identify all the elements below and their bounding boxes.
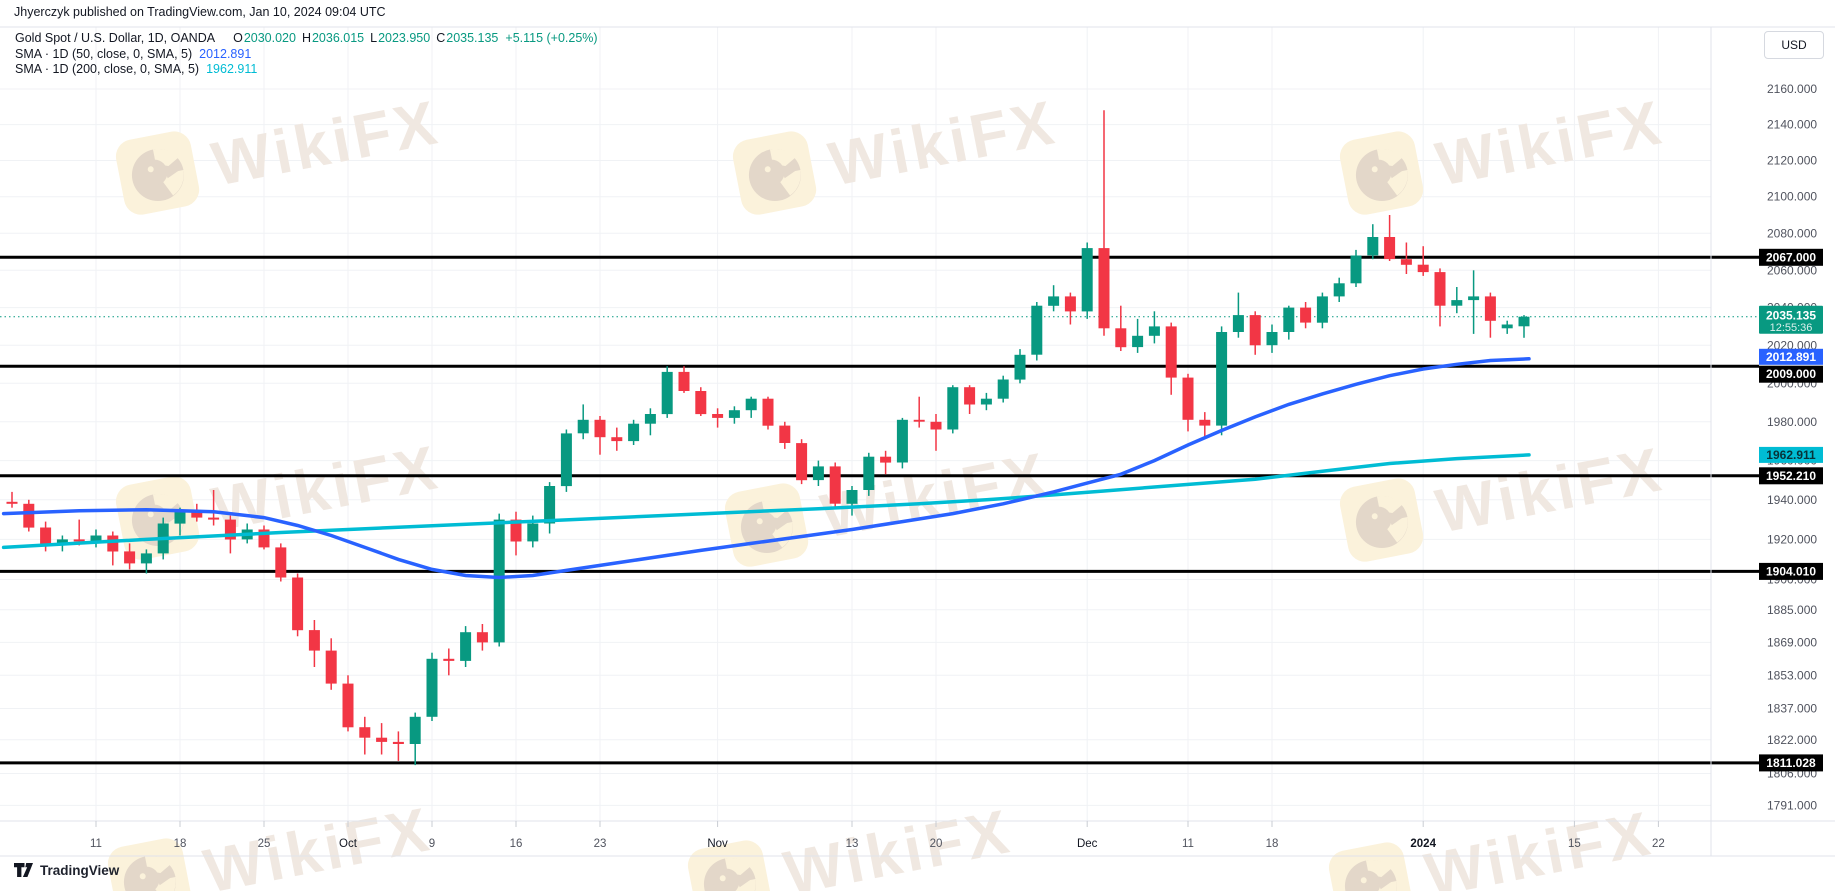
svg-text:2120.000: 2120.000 — [1767, 154, 1817, 168]
axis-badges: 2067.000 2009.000 1952.210 1904.010 1811.028… — [1759, 248, 1823, 772]
svg-text:1791.000: 1791.000 — [1767, 798, 1817, 812]
tradingview-logo[interactable]: TradingView — [14, 862, 119, 878]
svg-text:1920.000: 1920.000 — [1767, 532, 1817, 546]
svg-text:22: 22 — [1652, 838, 1665, 850]
svg-text:Dec: Dec — [1077, 838, 1098, 850]
svg-text:2080.000: 2080.000 — [1767, 226, 1817, 240]
svg-text:1904.010: 1904.010 — [1766, 564, 1816, 578]
symbol-title[interactable]: Gold Spot / U.S. Dollar, 1D, OANDA — [15, 31, 216, 45]
svg-text:WikiFX: WikiFX — [199, 795, 438, 891]
svg-text:1869.000: 1869.000 — [1767, 635, 1817, 649]
svg-text:2035.135: 2035.135 — [1766, 309, 1816, 323]
level-price-badge — [1759, 754, 1823, 772]
chart-borders — [0, 26, 1835, 857]
level-price-badge — [1759, 365, 1823, 383]
svg-text:WikiFX: WikiFX — [1431, 435, 1670, 547]
level-price-badge — [1759, 248, 1823, 266]
date-axis[interactable]: 11 18 25 Oct 9 16 23 Nov 13 20 Dec 11 18 2024 15 22 — [90, 821, 1665, 850]
tradingview-wordmark: TradingView — [40, 862, 120, 878]
open-label: O — [233, 31, 243, 45]
sma200-line[interactable] — [1, 453, 1531, 550]
currency-toggle-button[interactable]: USD — [1764, 31, 1824, 59]
svg-text:2067.000: 2067.000 — [1766, 250, 1816, 264]
svg-text:11: 11 — [90, 838, 102, 850]
svg-text:Nov: Nov — [707, 838, 728, 850]
low-label: L — [370, 31, 378, 45]
currency-label: USD — [1781, 38, 1807, 52]
level-price-badge — [1759, 467, 1823, 485]
svg-text:18: 18 — [174, 838, 187, 850]
watermark-layer: WikiFX WikiFX WikiFX WikiFX WikiFX WikiFX Wiki… — [107, 88, 1670, 891]
high-value: 2036.015 — [311, 31, 365, 45]
last-price-badge — [1759, 305, 1823, 334]
gridlines — [0, 27, 1711, 821]
svg-text:16: 16 — [510, 838, 523, 850]
wikifx-watermark: WikiFX — [724, 440, 1055, 567]
countdown-timer: 12:55:36 — [1770, 322, 1813, 334]
svg-text:Oct: Oct — [339, 838, 358, 850]
byline: Jhyerczyk published on TradingView.com, … — [14, 5, 386, 19]
svg-text:WikiFX: WikiFX — [1431, 88, 1670, 200]
sma200-label[interactable]: SMA · 1D (200, close, 0, SMA, 5) — [15, 62, 200, 76]
svg-text:2024: 2024 — [1410, 838, 1436, 850]
svg-text:18: 18 — [1266, 838, 1279, 850]
svg-text:23: 23 — [594, 838, 607, 850]
svg-text:WikiFX: WikiFX — [1420, 799, 1659, 891]
close-value: 2035.135 — [446, 31, 499, 45]
sma200-row: SMA · 1D (200, close, 0, SMA, 5) 1962.911 — [15, 62, 598, 77]
low-value: 2023.950 — [378, 31, 431, 45]
sma200-value: 1962.911 — [206, 62, 258, 76]
svg-text:1940.000: 1940.000 — [1767, 493, 1817, 507]
svg-text:15: 15 — [1568, 838, 1581, 850]
svg-text:WikiFX: WikiFX — [824, 88, 1063, 200]
svg-text:2009.000: 2009.000 — [1766, 367, 1816, 381]
svg-text:25: 25 — [258, 838, 271, 850]
wikifx-watermark: WikiFX — [1339, 435, 1670, 562]
svg-text:WikiFX: WikiFX — [779, 797, 1018, 891]
sma50-label[interactable]: SMA · 1D (50, close, 0, SMA, 5) — [15, 46, 193, 61]
svg-text:11: 11 — [1182, 838, 1194, 850]
svg-text:20: 20 — [930, 838, 943, 850]
svg-text:9: 9 — [429, 838, 435, 850]
level-lines — [0, 255, 1759, 765]
wikifx-watermark: WikiFX — [107, 795, 438, 891]
sma200-badge — [1759, 446, 1823, 463]
svg-text:1980.000: 1980.000 — [1767, 415, 1817, 429]
svg-text:2060.000: 2060.000 — [1767, 263, 1817, 277]
level-price-badge — [1759, 562, 1823, 580]
svg-text:1962.911: 1962.911 — [1766, 448, 1816, 462]
svg-text:2140.000: 2140.000 — [1767, 118, 1817, 132]
svg-text:1885.000: 1885.000 — [1767, 603, 1817, 617]
change-value: +5.115 (+0.25%) — [505, 31, 598, 45]
svg-text:1837.000: 1837.000 — [1767, 702, 1817, 716]
svg-text:13: 13 — [846, 838, 859, 850]
sma50-row: SMA · 1D (50, close, 0, SMA, 5) 2012.891 — [15, 47, 598, 62]
svg-text:2100.000: 2100.000 — [1767, 190, 1817, 204]
symbol-row: Gold Spot / U.S. Dollar, 1D, OANDA O2030.… — [15, 31, 598, 46]
wikifx-watermark: WikiFX — [1328, 799, 1659, 891]
tradingview-icon — [14, 863, 33, 877]
svg-text:1822.000: 1822.000 — [1767, 733, 1817, 747]
sma50-badge — [1759, 348, 1823, 365]
sma50-value: 2012.891 — [199, 46, 252, 61]
legend: Gold Spot / U.S. Dollar, 1D, OANDA O2030.… — [15, 31, 598, 78]
svg-text:2012.891: 2012.891 — [1766, 350, 1816, 364]
svg-text:1853.000: 1853.000 — [1767, 668, 1817, 682]
high-label: H — [301, 31, 311, 45]
svg-text:2160.000: 2160.000 — [1767, 82, 1817, 96]
svg-text:1811.028: 1811.028 — [1766, 756, 1816, 770]
sma50-line[interactable] — [1, 357, 1531, 580]
open-value: 2030.020 — [243, 31, 296, 45]
svg-text:WikiFX: WikiFX — [207, 88, 446, 200]
svg-text:1952.210: 1952.210 — [1766, 469, 1816, 483]
close-label: C — [436, 31, 446, 45]
